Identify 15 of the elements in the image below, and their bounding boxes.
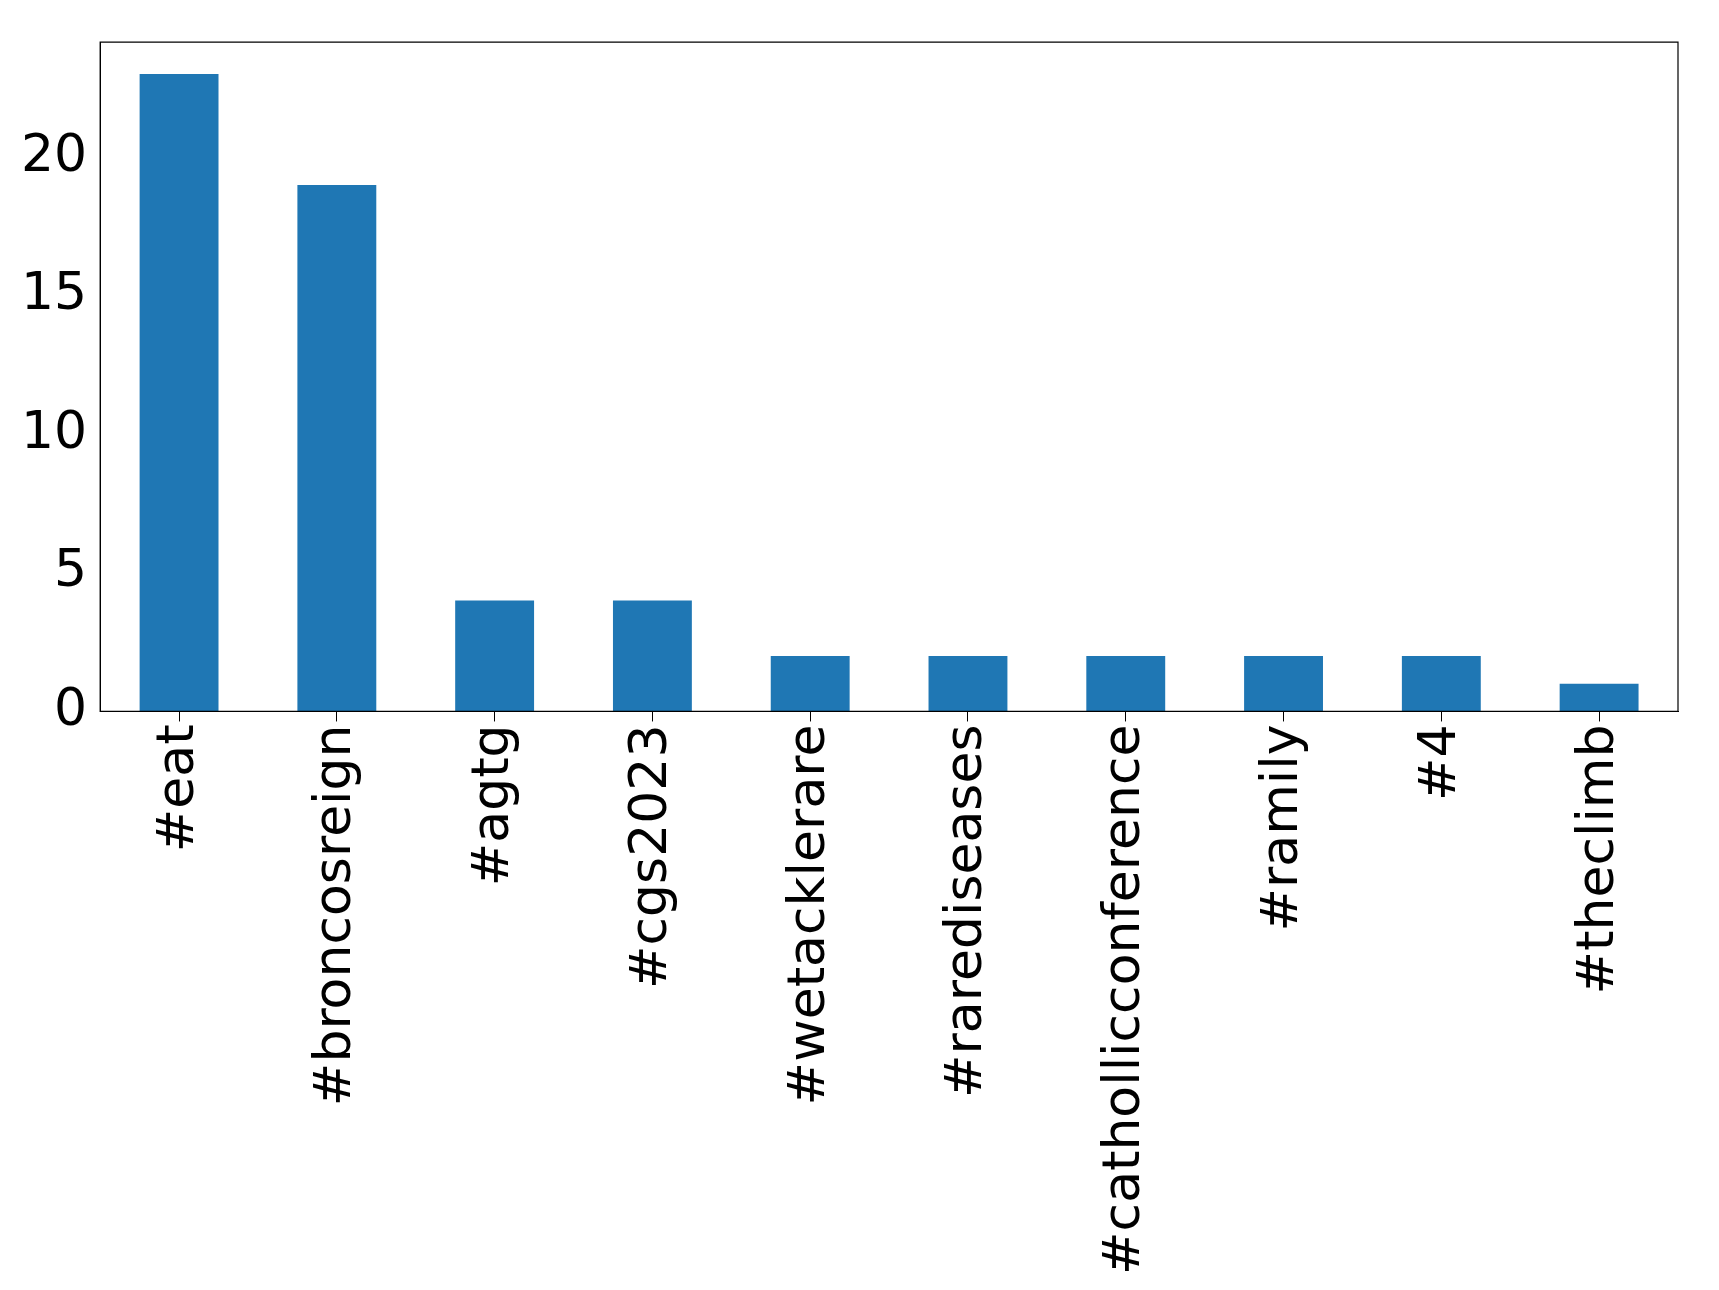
x-tick-label: #4: [1406, 724, 1467, 802]
x-tick-label: #ramily: [1249, 724, 1310, 932]
x-tick-label: #eat: [144, 724, 205, 853]
y-tick-label: 5: [54, 538, 88, 599]
y-tick-label: 10: [21, 399, 88, 460]
x-tick-label: #wetacklerare: [775, 724, 836, 1106]
x-tick-label: #cgs2023: [617, 724, 678, 990]
x-tick-label: #cathollicconference: [1091, 724, 1152, 1275]
y-tick-label: 20: [21, 122, 88, 183]
x-tick-label: #rarediseases: [933, 724, 994, 1099]
x-tick-label: #broncosreign: [302, 724, 363, 1107]
y-tick-label: 0: [54, 676, 88, 737]
x-tick-label: #theclimb: [1564, 724, 1625, 995]
y-tick-label: 15: [21, 261, 88, 322]
x-tick-label: #agtg: [460, 724, 521, 887]
